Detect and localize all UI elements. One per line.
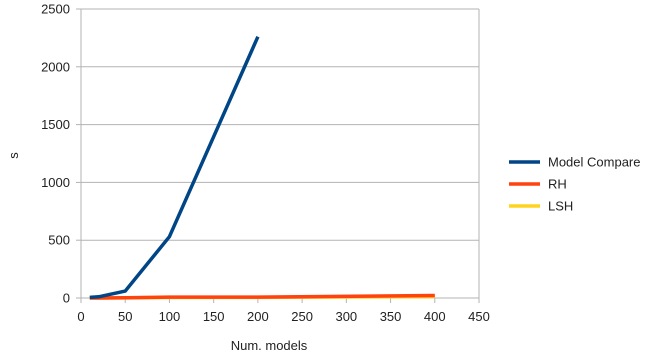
axes — [76, 8, 480, 303]
series-line-model-compare — [89, 35, 260, 300]
series-line-rh — [89, 293, 435, 300]
x-tick-label: 50 — [118, 309, 132, 324]
grid — [81, 8, 479, 299]
y-axis-title: s — [6, 152, 21, 159]
x-tick-label: 200 — [247, 309, 269, 324]
y-tick-label: 1000 — [41, 175, 70, 190]
y-tick-label: 0 — [63, 291, 70, 306]
legend-label: Model Compare — [548, 155, 641, 170]
x-tick-label: 0 — [77, 309, 84, 324]
x-tick-label: 350 — [380, 309, 402, 324]
tick-labels: 0 500 1000 1500 2000 2500 0 50 100 150 200 250 300 35… — [41, 2, 490, 325]
x-axis-title: Num. models — [231, 338, 308, 353]
y-tick-label: 2000 — [41, 59, 70, 74]
x-tick-label: 100 — [159, 309, 181, 324]
y-tick-label: 1500 — [41, 117, 70, 132]
x-tick-label: 300 — [335, 309, 357, 324]
y-tick-label: 2500 — [41, 2, 70, 17]
y-tick-label: 500 — [48, 233, 70, 248]
series-lines — [89, 35, 435, 300]
legend-label: RH — [548, 177, 567, 192]
x-tick-label: 250 — [291, 309, 313, 324]
legend-label: LSH — [548, 199, 573, 214]
x-tick-label: 150 — [203, 309, 225, 324]
x-tick-label: 450 — [468, 309, 490, 324]
legend: Model Compare RH LSH — [509, 155, 641, 214]
x-tick-label: 400 — [424, 309, 446, 324]
